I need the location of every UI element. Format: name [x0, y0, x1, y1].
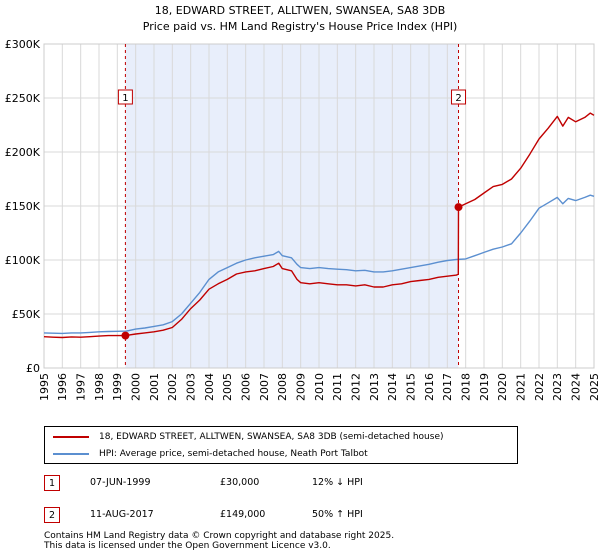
sale-number-badge: 1 — [44, 475, 60, 491]
x-tick-label: 2005 — [221, 373, 234, 401]
x-tick-label: 2009 — [295, 373, 308, 401]
x-tick-label: 2016 — [423, 373, 436, 401]
sale-date: 11-AUG-2017 — [90, 509, 154, 520]
x-tick-label: 2000 — [130, 373, 143, 401]
x-tick-label: 2015 — [405, 373, 418, 401]
sale-point — [121, 331, 130, 340]
x-tick-label: 2002 — [166, 373, 179, 401]
y-tick-label: £150K — [5, 200, 41, 213]
footer: Contains HM Land Registry data © Crown c… — [44, 531, 394, 551]
sale-number-badge: 2 — [44, 507, 60, 523]
x-tick-label: 2024 — [570, 373, 583, 401]
sale-marker-label: 1 — [122, 93, 128, 104]
plot-frame — [43, 43, 595, 369]
sale-price: £149,000 — [220, 509, 266, 520]
y-tick-label: £300K — [5, 38, 41, 51]
x-tick-label: 2023 — [551, 373, 564, 401]
sale-marker-box — [117, 89, 133, 105]
sale-hpi-change: 50% ↑ HPI — [312, 509, 363, 520]
x-tick-label: 2018 — [460, 373, 473, 401]
x-tick-label: 2006 — [240, 373, 253, 401]
x-tick-label: 2025 — [588, 373, 600, 401]
x-tick-label: 1996 — [56, 373, 69, 401]
legend-item-hpi: HPI: Average price, semi-detached house,… — [53, 446, 368, 462]
y-tick-label: £200K — [5, 146, 41, 159]
x-tick-label: 2007 — [258, 373, 271, 401]
series-line-property — [43, 112, 595, 339]
sale-row-1: 1 07-JUN-1999 £30,000 12% ↓ HPI — [44, 475, 564, 495]
x-tick-label: 2019 — [478, 373, 491, 401]
x-tick-label: 1995 — [38, 373, 51, 401]
sale-row-2: 2 11-AUG-2017 £149,000 50% ↑ HPI — [44, 507, 564, 527]
x-tick-label: 2012 — [350, 373, 363, 401]
series-line-hpi — [43, 194, 595, 335]
sale-date: 07-JUN-1999 — [90, 477, 151, 488]
x-tick-label: 1999 — [111, 373, 124, 401]
y-tick-label: £250K — [5, 92, 41, 105]
sale-marker-label: 2 — [455, 93, 461, 104]
x-tick-label: 2022 — [533, 373, 546, 401]
x-tick-label: 2011 — [331, 373, 344, 401]
legend-label-hpi: HPI: Average price, semi-detached house,… — [99, 449, 368, 459]
y-tick-label: £50K — [12, 308, 41, 321]
sale-price: £30,000 — [220, 477, 260, 488]
legend-swatch-property — [53, 436, 89, 438]
x-tick-label: 2021 — [515, 373, 528, 401]
y-tick-label: £0 — [26, 362, 40, 375]
chart-subtitle: Price paid vs. HM Land Registry's House … — [143, 20, 458, 33]
x-tick-label: 2020 — [496, 373, 509, 401]
x-tick-label: 2001 — [148, 373, 161, 401]
legend: 18, EDWARD STREET, ALLTWEN, SWANSEA, SA8… — [44, 426, 518, 464]
x-tick-label: 2004 — [203, 373, 216, 401]
x-tick-label: 2003 — [185, 373, 198, 401]
sale-hpi-change: 12% ↓ HPI — [312, 477, 363, 488]
x-tick-label: 2014 — [386, 373, 399, 401]
x-tick-label: 1998 — [93, 373, 106, 401]
price-chart: 18, EDWARD STREET, ALLTWEN, SWANSEA, SA8… — [5, 4, 600, 401]
x-tick-label: 2010 — [313, 373, 326, 401]
plot-area: £0 £50K £100K £150K £200K £250K £300K 1995 1996 1… — [5, 38, 600, 401]
sale-marker-box — [451, 89, 467, 105]
legend-item-property: 18, EDWARD STREET, ALLTWEN, SWANSEA, SA8… — [53, 429, 444, 445]
x-tick-label: 1997 — [75, 373, 88, 401]
x-tick-label: 2017 — [441, 373, 454, 401]
y-tick-label: £100K — [5, 254, 41, 267]
legend-label-property: 18, EDWARD STREET, ALLTWEN, SWANSEA, SA8… — [99, 432, 444, 442]
chart-title: 18, EDWARD STREET, ALLTWEN, SWANSEA, SA8… — [155, 4, 446, 17]
x-tick-label: 2008 — [276, 373, 289, 401]
sale-point — [454, 203, 463, 212]
footer-copyright: Contains HM Land Registry data © Crown c… — [44, 531, 395, 541]
legend-swatch-hpi — [53, 453, 89, 455]
x-tick-label: 2013 — [368, 373, 381, 401]
footer-licence: This data is licensed under the Open Gov… — [44, 541, 331, 551]
